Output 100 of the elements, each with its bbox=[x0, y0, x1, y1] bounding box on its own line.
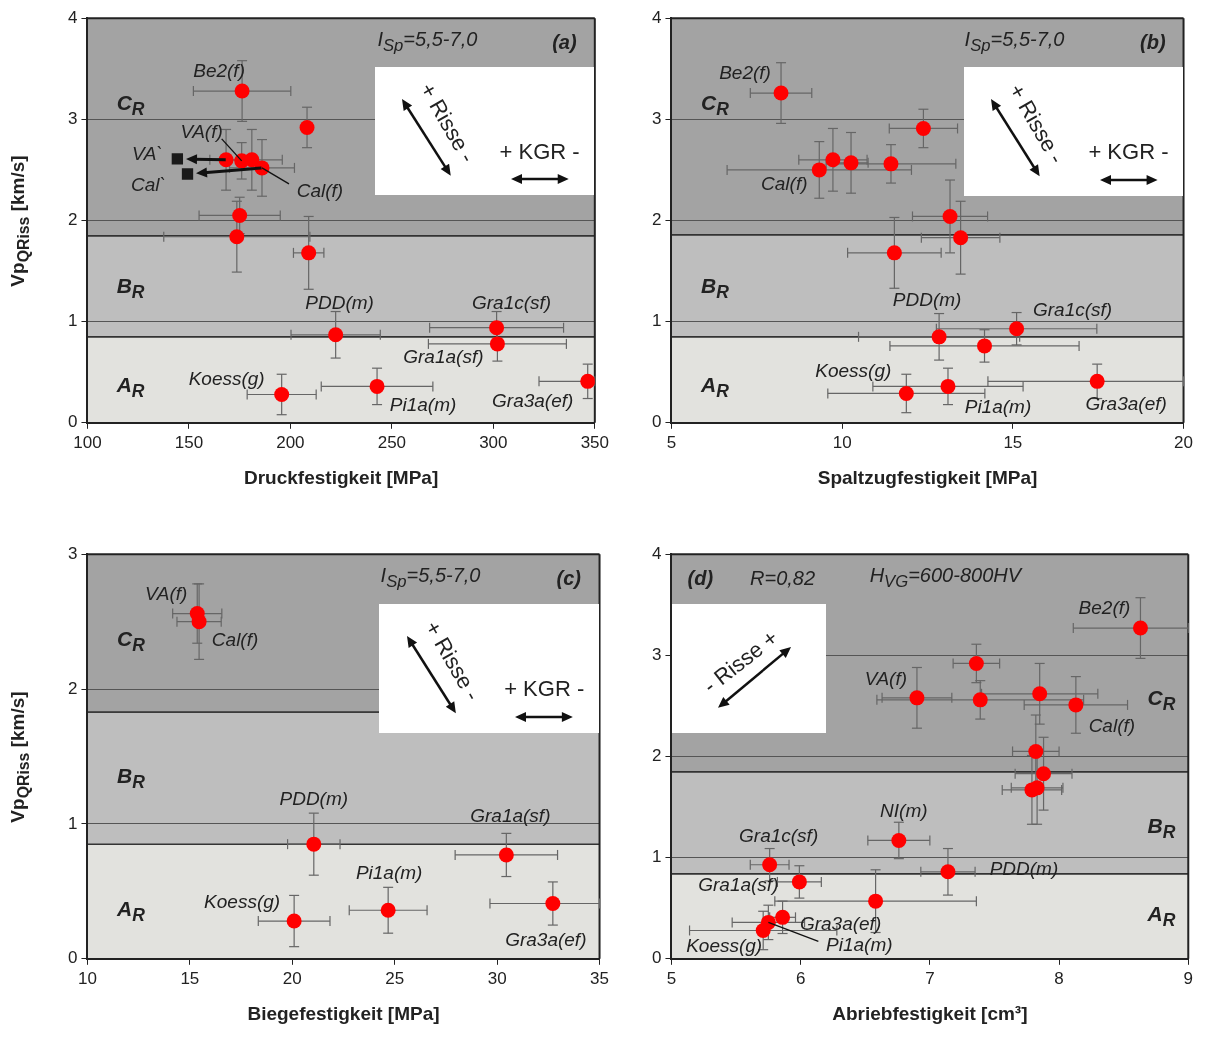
x-tick-label: 35 bbox=[590, 968, 610, 988]
y-tick-label: 0 bbox=[651, 412, 662, 432]
y-tick-label: 3 bbox=[67, 543, 78, 563]
annotation: Gra1c(sf) bbox=[471, 291, 552, 314]
x-tick-label: 15 bbox=[1003, 432, 1023, 452]
x-tick-label: 100 bbox=[73, 432, 102, 452]
band-label: A$_{R}$ bbox=[1147, 902, 1176, 931]
annotation: I$_{Sp}$=5,5-7,0 bbox=[377, 28, 478, 57]
annotation: Gra1c(sf) bbox=[739, 824, 819, 847]
annotation: Pi1a(m) bbox=[826, 933, 893, 956]
point bbox=[301, 245, 317, 261]
band-label: B$_{R}$ bbox=[117, 763, 145, 793]
annotation: Cal(f) bbox=[211, 628, 259, 651]
y-tick-label: 1 bbox=[67, 311, 78, 331]
x-tick-label: 300 bbox=[479, 432, 508, 452]
point bbox=[1089, 373, 1105, 389]
x-tick-label: 8 bbox=[1054, 968, 1064, 988]
x-tick-label: 10 bbox=[77, 968, 97, 988]
annotation: H$_{VG}$=600-800HV bbox=[869, 564, 1022, 593]
point bbox=[1009, 321, 1025, 337]
x-tick-label: 5 bbox=[666, 968, 677, 988]
x-tick-label: 5 bbox=[666, 432, 677, 452]
annotation: Koess(g) bbox=[815, 360, 892, 382]
band-label: A$_{R}$ bbox=[701, 372, 729, 401]
y-tick-label: 2 bbox=[651, 746, 662, 766]
x-axis-title: Biegefestigkeit [MPa] bbox=[247, 1002, 440, 1024]
point bbox=[762, 857, 778, 873]
point bbox=[306, 836, 322, 852]
x-tick-label: 7 bbox=[925, 968, 935, 988]
point bbox=[299, 119, 315, 135]
annotation: R=0,82 bbox=[750, 567, 816, 590]
annotation: Koess(g) bbox=[686, 935, 763, 957]
x-tick-label: 25 bbox=[385, 968, 405, 988]
annotation: Cal(f) bbox=[761, 172, 808, 195]
annotation: Be2(f) bbox=[193, 59, 245, 82]
point bbox=[489, 320, 505, 336]
annotation: (a) bbox=[552, 31, 577, 54]
x-tick-label: 20 bbox=[1174, 432, 1194, 452]
point bbox=[1029, 780, 1045, 796]
point bbox=[244, 152, 260, 168]
x-tick-label: 6 bbox=[795, 968, 806, 988]
annotation: (c) bbox=[556, 567, 582, 590]
y-tick-label: 1 bbox=[651, 311, 662, 331]
y-tick-label: 3 bbox=[651, 645, 662, 665]
point bbox=[915, 120, 931, 136]
point bbox=[898, 385, 914, 401]
band-label: C$_{R}$ bbox=[116, 90, 145, 120]
y-tick-label: 1 bbox=[67, 813, 78, 833]
annotation: I$_{Sp}$=5,5-7,0 bbox=[964, 28, 1065, 57]
point bbox=[545, 896, 561, 912]
point bbox=[191, 614, 207, 630]
point bbox=[811, 162, 827, 178]
point bbox=[1068, 697, 1084, 713]
band-label: C$_{R}$ bbox=[1147, 685, 1176, 715]
point bbox=[940, 378, 956, 394]
annotation: Cal(f) bbox=[296, 179, 344, 202]
y-tick-label: 2 bbox=[67, 678, 78, 698]
annotation: Koess(g) bbox=[188, 368, 265, 390]
point bbox=[883, 156, 899, 172]
point bbox=[868, 893, 884, 909]
point bbox=[977, 338, 993, 354]
point bbox=[229, 229, 245, 245]
point bbox=[489, 336, 505, 352]
annotation: Gra1a(sf) bbox=[698, 873, 779, 896]
point bbox=[1132, 620, 1148, 636]
annotation: Pi1a(m) bbox=[389, 393, 457, 416]
point bbox=[232, 207, 248, 223]
annotation: Koess(g) bbox=[204, 890, 281, 913]
y-tick-label: 0 bbox=[651, 948, 662, 968]
point bbox=[931, 329, 947, 345]
annotation: Gra3a(ef) bbox=[1085, 392, 1167, 415]
x-tick-label: 30 bbox=[487, 968, 507, 988]
point bbox=[953, 230, 969, 246]
annotation: I$_{Sp}$=5,5-7,0 bbox=[380, 564, 481, 593]
point bbox=[755, 922, 771, 938]
annotation: PDD(m) bbox=[305, 291, 374, 314]
point bbox=[773, 85, 789, 101]
y-tick-label: 0 bbox=[67, 412, 78, 432]
y-tick-label: 4 bbox=[67, 7, 78, 27]
x-tick-label: 15 bbox=[180, 968, 200, 988]
annotation: PDD(m) bbox=[279, 787, 349, 810]
annotation: PDD(m) bbox=[892, 288, 962, 311]
annotation: Be2(f) bbox=[1078, 596, 1131, 619]
annotation: (d) bbox=[687, 567, 714, 590]
annotation: Gra3a(ef) bbox=[492, 389, 574, 412]
annotation: + KGR - bbox=[504, 676, 585, 702]
point bbox=[328, 327, 344, 343]
x-tick-label: 10 bbox=[832, 432, 852, 452]
point bbox=[1032, 686, 1048, 702]
band-label: A$_{R}$ bbox=[117, 896, 145, 925]
annotation: Pi1a(m) bbox=[355, 861, 423, 884]
band-label: A$_{R}$ bbox=[116, 372, 145, 401]
y-tick-label: 4 bbox=[651, 7, 662, 27]
point bbox=[968, 655, 984, 671]
y-tick-label: 3 bbox=[67, 109, 78, 129]
x-tick-label: 9 bbox=[1183, 968, 1194, 988]
annotation: Gra1a(sf) bbox=[470, 804, 551, 827]
annotation: Pi1a(m) bbox=[964, 395, 1032, 418]
point bbox=[1036, 766, 1052, 782]
y-tick-label: 2 bbox=[67, 210, 78, 230]
